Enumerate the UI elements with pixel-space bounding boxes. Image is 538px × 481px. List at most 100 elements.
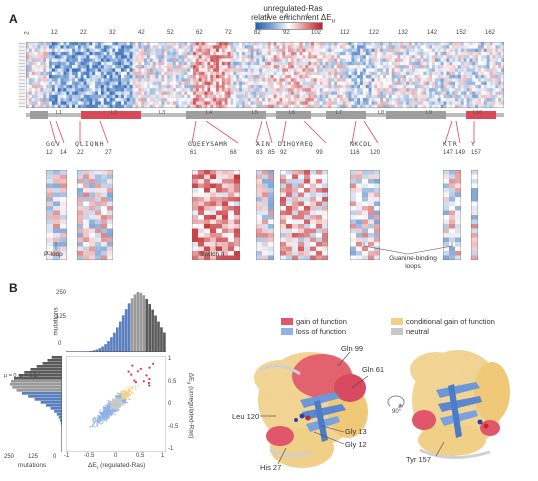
histogram-bar [47, 359, 62, 362]
zoom-heatmap-116-120 [350, 170, 380, 260]
scatter-point [110, 411, 113, 414]
hist-left-stat: μ = 0, σ = 0.17 [4, 373, 40, 379]
zoom-tick: 14 [60, 150, 67, 156]
scatter-point [122, 402, 125, 404]
scatter-point [118, 402, 121, 404]
zoom-heatmap-22-27 [77, 170, 113, 260]
scatter-xtick: 0 [114, 453, 118, 459]
residue-tick: 62 [196, 30, 203, 36]
scatter-point [116, 401, 118, 404]
zoom-tick: 92 [280, 150, 287, 156]
histogram-bar [59, 419, 62, 422]
scatter-point [94, 417, 96, 419]
zoom-147-149: KTR 147 149 [443, 140, 465, 156]
label-rotation: 90° [392, 409, 402, 415]
zoom-switch2: GQEEYSAMR 61 68 [188, 140, 237, 156]
zoom-tick: 120 [370, 150, 381, 156]
scatter-ytick: -0.5 [168, 424, 179, 430]
segment-labels: L1 L2 L3 L4 L5 L6 L7 L8 L9 L10 [26, 109, 504, 119]
scatter-point [105, 417, 108, 420]
zoom-tick: 99 [316, 150, 323, 156]
scatter-point [114, 410, 117, 412]
histogram-bar [95, 349, 99, 352]
zoom-tick: 12 [46, 150, 53, 156]
zoom-seq: DIHQYREQ [278, 140, 314, 148]
segment-label: L7 [336, 110, 343, 116]
histogram-bar [16, 389, 62, 392]
hist-top-tick: 0 [58, 341, 62, 347]
histogram-bar [34, 398, 62, 401]
residue-tick: 152 [456, 30, 467, 36]
scatter-point [107, 417, 110, 420]
histogram-bar [130, 298, 134, 352]
histogram-bar [151, 309, 154, 352]
scatter-point [148, 377, 151, 381]
segment-label: L5 [252, 110, 259, 116]
zoom-heatmap-147-149 [443, 170, 461, 260]
histogram-bar [127, 303, 131, 352]
histogram-bar [54, 410, 62, 413]
histogram-bar [157, 321, 160, 352]
scatter-point [110, 413, 113, 416]
residue-tick: 12 [51, 30, 58, 36]
scatter-point [92, 419, 94, 422]
scatter-point [127, 370, 130, 373]
residue-axis: 2 12 22 32 42 52 62 72 82 92 102 112 122… [24, 30, 504, 42]
zoom-83-85: AIN 83 85 [256, 140, 275, 156]
colorbar-tick-zero: 0 [285, 14, 289, 20]
scatter-point [132, 392, 135, 394]
scatter-point [113, 404, 115, 407]
histogram-bar [148, 303, 151, 352]
scatter-point [148, 384, 151, 387]
residue-tick: 2 [24, 31, 31, 35]
zoom-tick: 22 [77, 150, 84, 156]
zoom-tick: 147 [443, 150, 454, 156]
scatter-point [119, 392, 122, 395]
zoom-tick: 27 [105, 150, 112, 156]
zoom-heatmap-83-85 [256, 170, 274, 260]
scatter-point [131, 387, 134, 390]
scatter-point [107, 408, 110, 411]
zoom-seq: QLIQNH [75, 140, 105, 148]
scatter-point [145, 374, 148, 377]
histogram-bar [110, 337, 113, 352]
scatter-point [111, 409, 114, 412]
scatter-point [122, 399, 125, 402]
scatter-point [124, 395, 127, 398]
zoom-116-120: NKCDL 116 120 [350, 140, 380, 156]
label-gly13: Gly 13 [345, 427, 367, 436]
structure-left [254, 352, 368, 468]
scatter-point [105, 420, 108, 422]
zoom-seq: GGV [46, 140, 61, 148]
label-tyr157: Tyr 157 [406, 455, 432, 464]
segment-label: L8 [378, 110, 385, 116]
scatter-point [100, 422, 103, 425]
scatter-point [104, 413, 107, 415]
scatter-point [124, 402, 127, 404]
structure-right [410, 350, 510, 460]
histogram-bar [24, 371, 62, 374]
scatter-point [109, 409, 112, 412]
scatter-point [130, 391, 132, 393]
zoom-tick: 116 [350, 150, 360, 156]
legend-swatch-loss [281, 328, 293, 335]
scatter-point [124, 399, 127, 402]
zoom-heatmap-92-99 [280, 170, 328, 260]
histogram-bar [154, 315, 157, 352]
caption-ploop: P-loop [44, 251, 63, 258]
zoom-157: Y 157 [471, 140, 481, 156]
legend-swatch-conditional [391, 318, 403, 325]
zoom-seq: AIN [256, 140, 271, 148]
scatter-point [97, 416, 99, 419]
legend-loss: loss of function [296, 327, 347, 336]
hist-left-tick: 250 [4, 454, 15, 460]
scatter-xlabel-suffix: (regulated-Ras) [98, 462, 146, 469]
scatter-point [99, 412, 102, 415]
protein-structures [254, 350, 510, 468]
scatter-point [104, 404, 107, 407]
scatter-point [123, 390, 125, 393]
histogram-bar [101, 346, 104, 352]
zoom-tick: 61 [190, 150, 197, 156]
scatter-point [133, 379, 136, 382]
scatter-point [115, 405, 118, 408]
